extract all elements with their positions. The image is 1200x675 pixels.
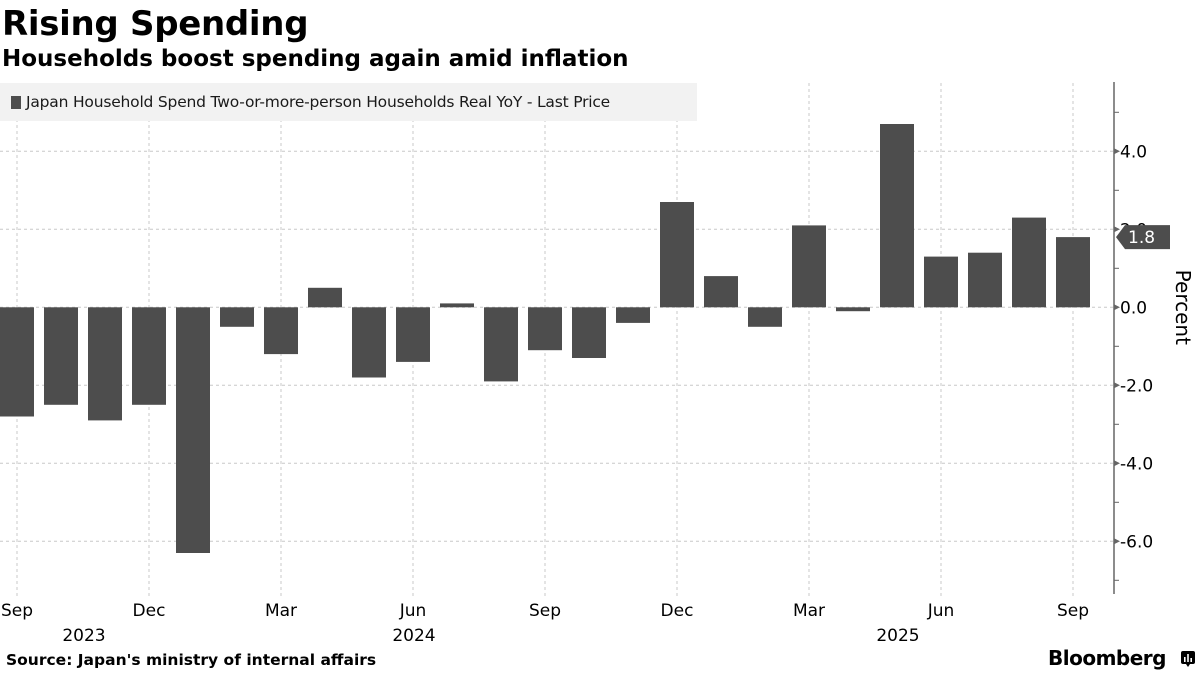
x-tick-label: Sep xyxy=(529,601,561,621)
y-major-tick xyxy=(1114,382,1120,389)
x-tick-label: Sep xyxy=(1057,601,1089,621)
x-year-label: 2024 xyxy=(392,626,435,646)
legend-label: Japan Household Spend Two-or-more-person… xyxy=(26,93,611,111)
bar xyxy=(572,307,606,358)
y-major-tick xyxy=(1114,538,1120,545)
x-tick-label: Jun xyxy=(399,601,427,621)
gridlines xyxy=(0,83,1114,597)
x-tick-label: Jun xyxy=(927,601,955,621)
bar xyxy=(308,287,342,308)
bar xyxy=(484,307,518,382)
bar xyxy=(748,307,782,327)
bar xyxy=(528,307,562,351)
bar xyxy=(440,303,474,308)
y-tick-label: 4.0 xyxy=(1120,142,1147,162)
y-tick-label: 0.0 xyxy=(1120,298,1147,318)
x-tick-label: Mar xyxy=(793,601,825,621)
source-note: Source: Japan's ministry of internal aff… xyxy=(6,651,377,669)
last-value-label: 1.8 xyxy=(1128,228,1155,248)
bar xyxy=(264,307,298,355)
x-year-label: 2023 xyxy=(62,626,105,646)
bloomberg-logo: Bloomberg xyxy=(1048,646,1166,670)
last-value-tag xyxy=(1116,225,1170,250)
y-axis-title: Percent xyxy=(1171,270,1195,345)
y-tick-label: -6.0 xyxy=(1120,532,1153,552)
x-tick-label: Dec xyxy=(133,601,166,621)
x-tick-label: Mar xyxy=(265,601,297,621)
bar xyxy=(396,307,430,362)
x-tick-label: Dec xyxy=(661,601,694,621)
bar xyxy=(132,307,166,405)
y-tick-label: -2.0 xyxy=(1120,376,1153,396)
legend-swatch xyxy=(11,95,21,109)
bar xyxy=(704,276,738,308)
bar xyxy=(352,307,386,378)
bar xyxy=(0,307,34,417)
y-major-tick xyxy=(1114,304,1120,311)
bar xyxy=(176,307,210,553)
bar xyxy=(836,307,870,312)
bar xyxy=(1056,237,1090,308)
y-major-tick xyxy=(1114,148,1120,155)
bloomberg-chart-icon xyxy=(1181,651,1195,667)
x-year-label: 2025 xyxy=(876,626,919,646)
bar xyxy=(924,256,958,308)
chart-subtitle: Households boost spending again amid inf… xyxy=(2,46,629,72)
bar xyxy=(220,307,254,327)
bar xyxy=(1012,217,1046,308)
bar xyxy=(44,307,78,405)
bars xyxy=(0,124,1090,553)
bar xyxy=(616,307,650,323)
chart-title: Rising Spending xyxy=(2,4,309,44)
bar xyxy=(660,202,694,308)
bar xyxy=(968,252,1002,308)
legend: Japan Household Spend Two-or-more-person… xyxy=(0,83,697,121)
bar xyxy=(88,307,122,421)
x-axis-labels: Sep Dec Mar Jun Sep Dec Mar Jun Sep 2023 2024 2025 xyxy=(1,601,1089,646)
y-tick-label: -4.0 xyxy=(1120,454,1153,474)
y-major-tick xyxy=(1114,226,1120,233)
bar xyxy=(792,225,826,308)
x-tick-label: Sep xyxy=(1,601,33,621)
bar xyxy=(880,124,914,308)
y-major-tick xyxy=(1114,460,1120,467)
